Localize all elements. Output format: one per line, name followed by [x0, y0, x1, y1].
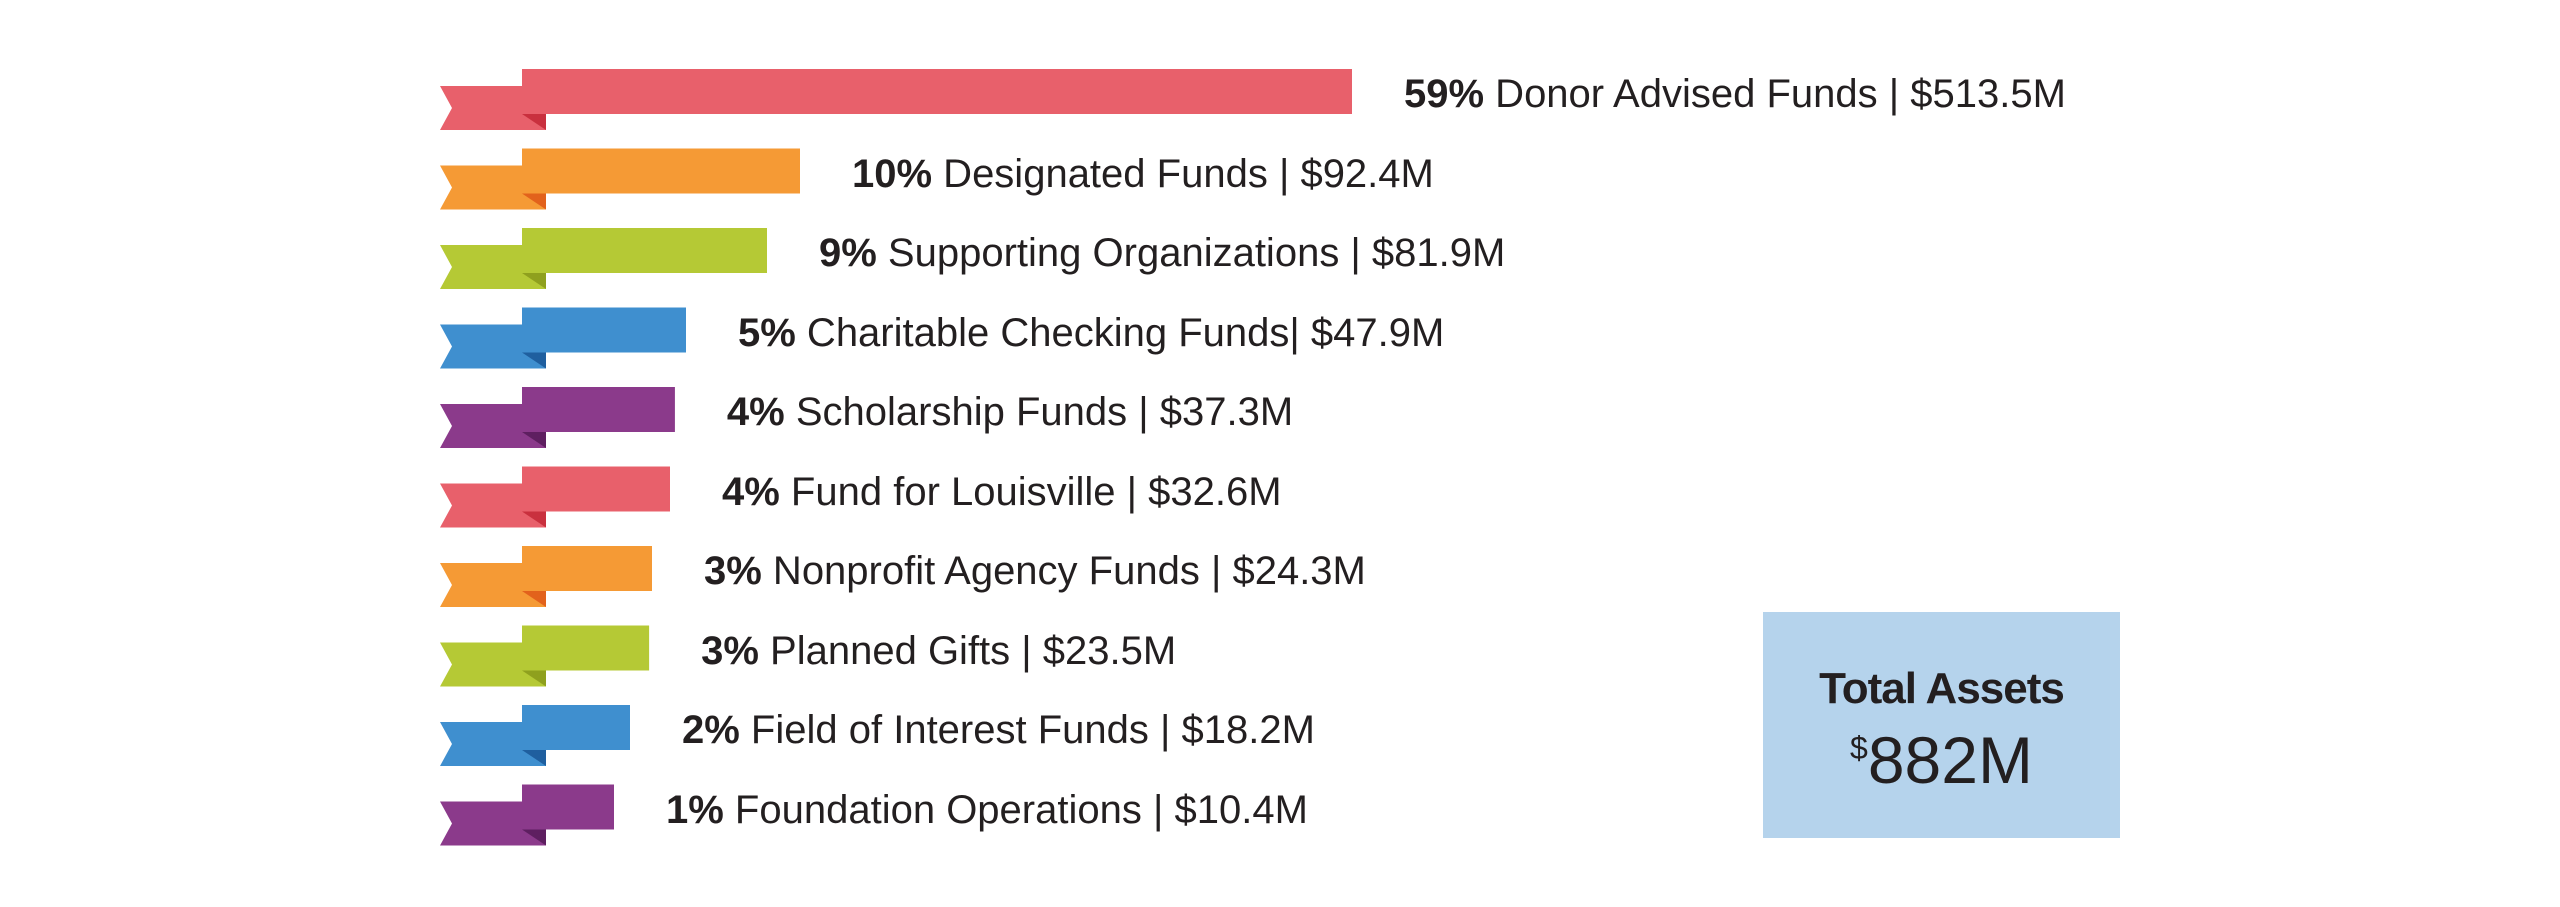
bar-label: 3% Nonprofit Agency Funds | $24.3M — [704, 548, 1366, 594]
bar-10 — [440, 784, 614, 846]
bar-label: 2% Field of Interest Funds | $18.2M — [682, 707, 1315, 753]
bar-rect — [522, 228, 767, 273]
ribbon-fold — [522, 432, 546, 448]
bar-rect — [522, 625, 650, 671]
bar-label: 1% Foundation Operations | $10.4M — [666, 787, 1308, 833]
ribbon-tail — [440, 165, 546, 210]
bar-label: 5% Charitable Checking Funds| $47.9M — [738, 310, 1444, 356]
bar-category-amount: Donor Advised Funds | $513.5M — [1484, 72, 2066, 116]
bar-percent: 1% — [666, 787, 724, 832]
bar-rect — [522, 69, 1352, 114]
bar-label: 4% Fund for Louisville | $32.6M — [722, 469, 1282, 515]
bar-label: 3% Planned Gifts | $23.5M — [701, 628, 1176, 674]
bar-rect — [522, 387, 675, 432]
bar-category-amount: Planned Gifts | $23.5M — [758, 628, 1177, 673]
bar-category-amount: Designated Funds | $92.4M — [932, 151, 1434, 196]
ribbon-tail — [440, 483, 546, 528]
ribbon-tail — [440, 563, 546, 607]
bar-percent: 3% — [701, 628, 759, 673]
ribbon-tail — [440, 642, 546, 687]
ribbon-fold — [522, 511, 546, 528]
total-amount: 882M — [1867, 723, 2033, 797]
bar-rect — [522, 466, 670, 512]
bar-category-amount: Charitable Checking Funds| $47.9M — [795, 310, 1445, 355]
ribbon-tail — [440, 404, 546, 448]
bar-percent: 4% — [726, 390, 785, 434]
total-assets-title: Total Assets — [1819, 664, 2065, 713]
bar-percent: 59% — [1404, 72, 1485, 116]
ribbon-fold — [522, 750, 546, 766]
bar-label: 59% Donor Advised Funds | $513.5M — [1404, 71, 2066, 117]
bar-4 — [440, 307, 686, 369]
bar-percent: 3% — [704, 549, 762, 593]
bar-2 — [440, 148, 800, 210]
bar-rect — [522, 705, 630, 750]
bar-percent: 2% — [682, 708, 740, 752]
bar-1 — [440, 69, 1352, 130]
bar-category-amount: Fund for Louisville | $32.6M — [779, 469, 1282, 514]
currency-symbol: $ — [1850, 730, 1868, 766]
bar-percent: 4% — [722, 469, 780, 514]
bar-percent: 5% — [738, 310, 796, 355]
total-assets-box: Total Assets $882M — [1763, 612, 2120, 838]
bar-label: 4% Scholarship Funds | $37.3M — [727, 389, 1293, 435]
bar-9 — [440, 705, 630, 766]
ribbon-tail — [440, 722, 546, 766]
bar-rect — [522, 307, 686, 353]
bar-8 — [440, 625, 650, 687]
ribbon-fold — [522, 193, 546, 210]
bar-category-amount: Supporting Organizations | $81.9M — [876, 231, 1506, 275]
ribbon-fold — [522, 829, 546, 846]
bar-7 — [440, 546, 652, 607]
ribbon-fold — [522, 591, 546, 607]
bar-percent: 9% — [819, 231, 877, 275]
ribbon-fold — [522, 352, 546, 369]
ribbon-fold — [522, 114, 546, 130]
bar-label: 9% Supporting Organizations | $81.9M — [819, 230, 1505, 276]
bar-percent: 10% — [852, 151, 933, 196]
ribbon-tail — [440, 801, 546, 846]
bar-rect — [522, 784, 614, 830]
bar-category-amount: Scholarship Funds | $37.3M — [784, 390, 1294, 434]
ribbon-tail — [440, 245, 546, 289]
ribbon-tail — [440, 86, 546, 130]
bar-rect — [522, 546, 652, 591]
bar-5 — [440, 387, 675, 448]
bar-rect — [522, 148, 800, 194]
bar-3 — [440, 228, 767, 289]
ribbon-fold — [522, 670, 546, 687]
total-assets-value: $882M — [1763, 722, 2120, 798]
bar-category-amount: Foundation Operations | $10.4M — [723, 787, 1308, 832]
ribbon-tail — [440, 324, 546, 369]
bar-category-amount: Field of Interest Funds | $18.2M — [739, 708, 1315, 752]
bar-6 — [440, 466, 670, 528]
ribbon-fold — [522, 273, 546, 289]
bar-label: 10% Designated Funds | $92.4M — [852, 151, 1434, 197]
bar-category-amount: Nonprofit Agency Funds | $24.3M — [761, 549, 1366, 593]
